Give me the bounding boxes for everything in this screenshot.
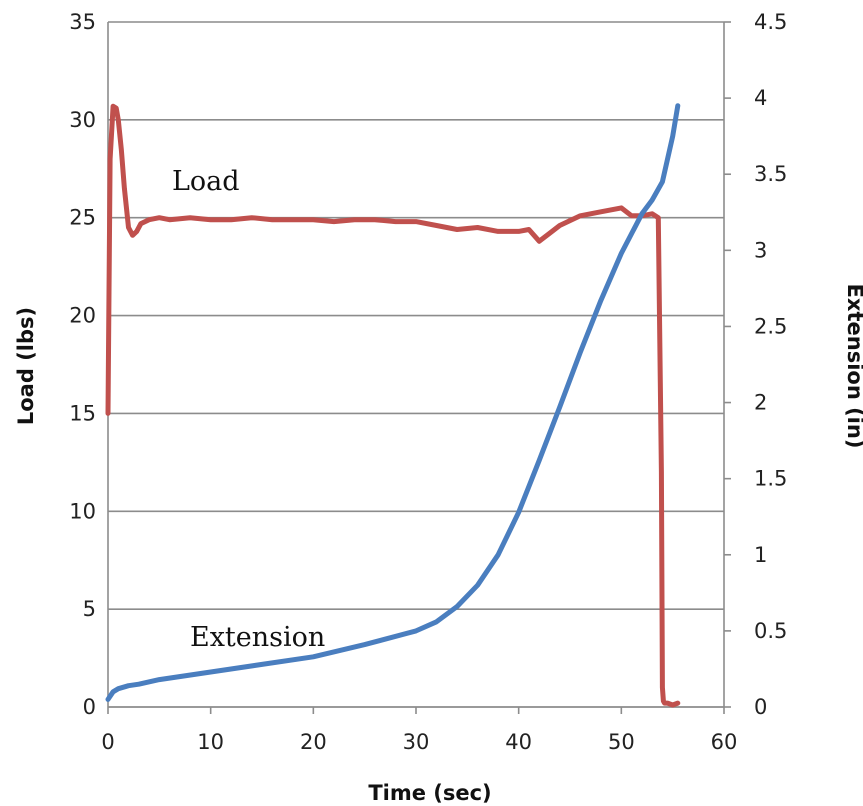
y2-tick-label: 3.5 [754, 162, 787, 186]
y2-tick-label: 0 [754, 695, 767, 719]
axes [107, 21, 731, 714]
y2-tick-label: 0.5 [754, 619, 787, 643]
series-line-load [105, 103, 681, 708]
x-tick-label: 40 [505, 730, 532, 754]
y-tick-label: 30 [69, 108, 96, 132]
gridlines [108, 21, 724, 708]
x-tick-label: 30 [403, 730, 430, 754]
y2-tick-label: 2 [754, 391, 767, 415]
y2-axis-title: Extension (in) [843, 284, 863, 449]
x-tick-label: 50 [608, 730, 635, 754]
y2-tick-label: 2.5 [754, 314, 787, 338]
tick-labels: 0 5 10 15 20 25 30 35 0 0.5 1 1.5 2 2.5 3 3.5 4 4.5 0 10 20 3… [69, 10, 787, 754]
x-tick-label: 0 [101, 730, 114, 754]
y-tick-label: 15 [69, 401, 96, 425]
x-axis-title: Time (sec) [368, 781, 491, 805]
series-lines [105, 103, 681, 708]
y2-tick-label: 3 [754, 238, 767, 262]
x-tick-label: 10 [197, 730, 224, 754]
y2-tick-label: 1 [754, 543, 767, 567]
y-axis-title: Load (lbs) [14, 307, 38, 425]
y2-tick-label: 4 [754, 86, 767, 110]
y-tick-label: 0 [83, 695, 96, 719]
y-tick-label: 35 [69, 10, 96, 34]
series-label-load: Load [172, 166, 240, 197]
y-tick-label: 5 [83, 597, 96, 621]
y-tick-label: 20 [69, 304, 96, 328]
series-line-extension [105, 103, 681, 702]
y-tick-label: 10 [69, 499, 96, 523]
x-tick-label: 20 [300, 730, 327, 754]
series-label-extension: Extension [190, 622, 325, 653]
y-tick-label: 25 [69, 206, 96, 230]
y2-tick-label: 1.5 [754, 467, 787, 491]
x-tick-label: 60 [711, 730, 738, 754]
y2-tick-label: 4.5 [754, 10, 787, 34]
